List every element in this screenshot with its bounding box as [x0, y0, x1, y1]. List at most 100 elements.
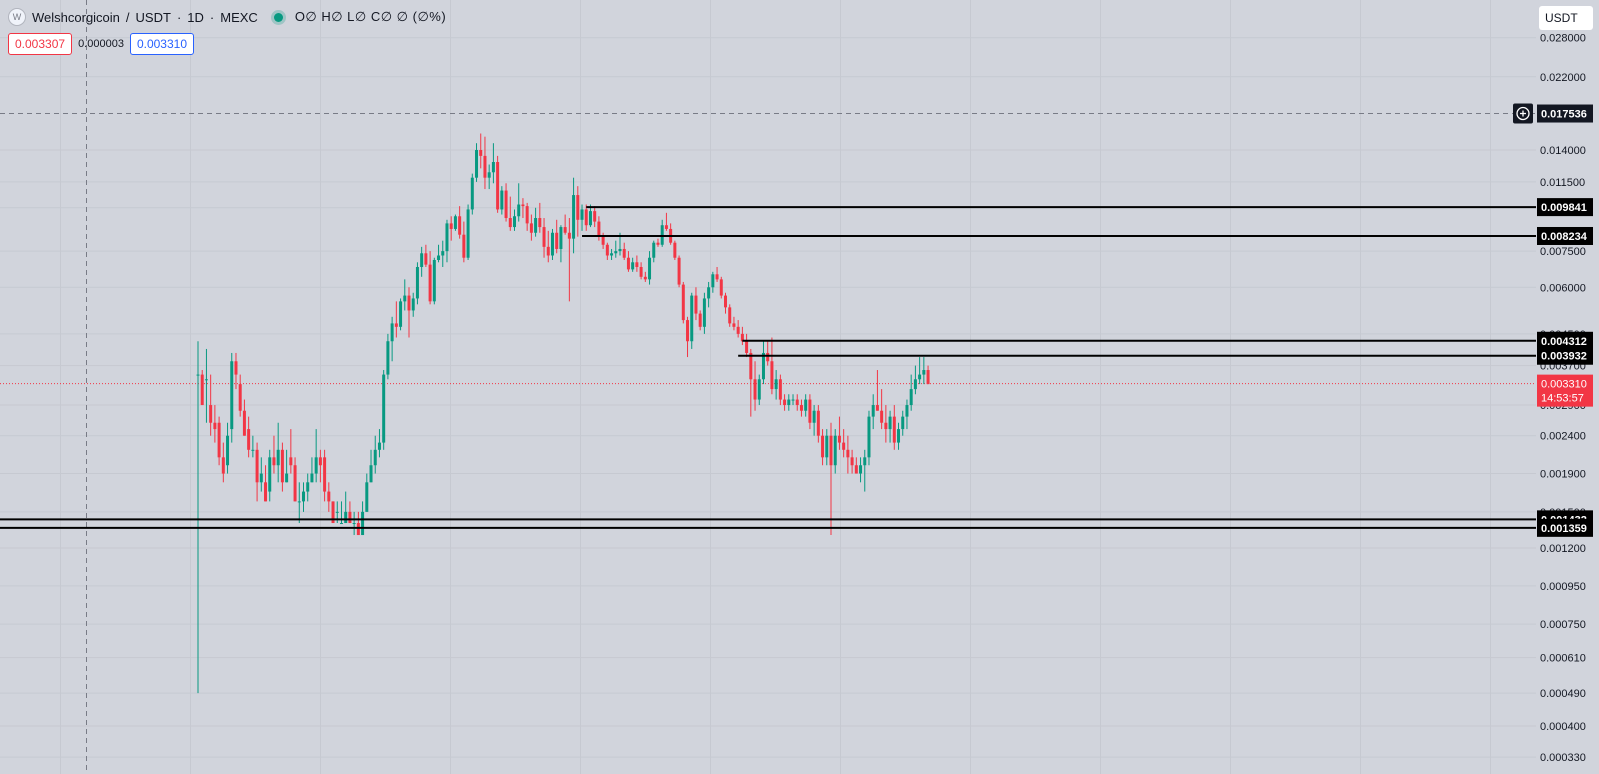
candle-body	[690, 295, 694, 342]
candle-body	[268, 457, 272, 492]
candle	[361, 501, 365, 536]
quote-currency[interactable]: USDT	[135, 9, 171, 25]
candle-body	[314, 457, 318, 474]
price-tick-label: 0.000330	[1540, 752, 1586, 764]
level-price-label-bg	[1537, 331, 1593, 350]
candle-body	[259, 473, 263, 483]
sell-price-button[interactable]: 0.003307	[8, 33, 73, 55]
candle	[690, 292, 694, 349]
candle	[622, 242, 626, 260]
welshcorgicoin-logo-icon[interactable]: W	[8, 8, 26, 26]
candle	[420, 246, 424, 277]
candle-body	[424, 253, 428, 265]
candle-body	[504, 190, 508, 219]
candle	[702, 292, 706, 334]
candle	[251, 435, 255, 458]
candle	[314, 429, 318, 483]
candle	[829, 422, 833, 536]
candle	[462, 221, 466, 263]
current-price-label: 0.003310	[1541, 379, 1587, 391]
candle	[247, 416, 251, 458]
plus-circle-icon[interactable]	[1513, 103, 1533, 124]
candle-body	[732, 323, 736, 327]
candle-body	[702, 298, 706, 327]
candle	[352, 511, 356, 536]
candle-body	[264, 482, 268, 502]
price-tick-label: 0.001200	[1540, 543, 1586, 555]
candle-body	[390, 323, 394, 342]
candle	[669, 223, 673, 245]
candle	[859, 457, 863, 483]
candle-body	[724, 295, 727, 308]
candle	[766, 341, 770, 366]
candle-body	[335, 511, 339, 513]
candle	[483, 136, 487, 190]
exchange-label[interactable]: MEXC	[220, 9, 258, 25]
candle-body	[276, 449, 280, 466]
market-status-dot-icon	[273, 12, 283, 22]
candle-body	[749, 352, 753, 380]
candle	[213, 405, 217, 443]
currency-button[interactable]: USDT	[1539, 6, 1593, 30]
candle	[306, 473, 310, 502]
countdown-label: 14:53:57	[1541, 393, 1584, 405]
candle-body	[517, 204, 521, 217]
candle	[707, 281, 711, 308]
candle-body	[373, 449, 377, 466]
candle	[892, 405, 896, 450]
candle	[837, 416, 841, 450]
separator: ·	[176, 9, 182, 25]
candle-body	[897, 429, 901, 443]
candle	[496, 155, 500, 213]
candle-body	[394, 323, 398, 327]
symbol-name[interactable]: Welshcorgicoin	[32, 9, 120, 25]
candle	[871, 394, 875, 430]
price-tick-label: 0.000490	[1540, 688, 1586, 700]
candle	[546, 230, 550, 263]
candle	[458, 206, 462, 239]
candle-body	[787, 399, 791, 406]
candle-body	[597, 221, 601, 237]
candle-body	[842, 442, 846, 450]
candle	[656, 238, 660, 247]
candle-body	[403, 295, 407, 302]
candle-body	[369, 465, 373, 483]
crosshair-price-label: 0.017536	[1541, 109, 1587, 121]
candle-body	[622, 248, 626, 258]
candle	[909, 374, 913, 411]
candle	[264, 465, 268, 502]
candle	[648, 251, 652, 285]
candle	[453, 214, 457, 231]
candle	[369, 449, 373, 483]
candle-body	[200, 374, 204, 406]
candle-body	[475, 150, 479, 178]
candle-body	[209, 405, 213, 423]
candle-body	[377, 442, 381, 450]
candle	[605, 242, 609, 260]
candle	[327, 482, 331, 512]
interval-label[interactable]: 1D	[187, 9, 204, 25]
candle	[715, 266, 719, 282]
candle-body	[437, 255, 441, 260]
candle	[905, 399, 909, 430]
candle	[846, 435, 850, 474]
candle	[774, 370, 778, 400]
candle	[580, 204, 584, 231]
candle	[745, 333, 749, 358]
buy-price-button[interactable]: 0.003310	[129, 33, 195, 55]
candle	[913, 365, 917, 395]
spread-value: 0.000003	[78, 38, 124, 50]
candle	[610, 248, 614, 260]
candle-body	[344, 511, 348, 524]
price-tick-label: 0.000400	[1540, 721, 1586, 733]
candle-body	[631, 262, 635, 270]
candle	[344, 491, 348, 524]
price-tick-label: 0.028000	[1540, 33, 1586, 45]
price-tick-label: 0.002400	[1540, 431, 1586, 443]
level-price-label-bg	[1537, 518, 1593, 537]
level-price-label: 0.008234	[1541, 231, 1588, 243]
candle-body	[626, 257, 630, 270]
candle-body	[664, 225, 668, 229]
